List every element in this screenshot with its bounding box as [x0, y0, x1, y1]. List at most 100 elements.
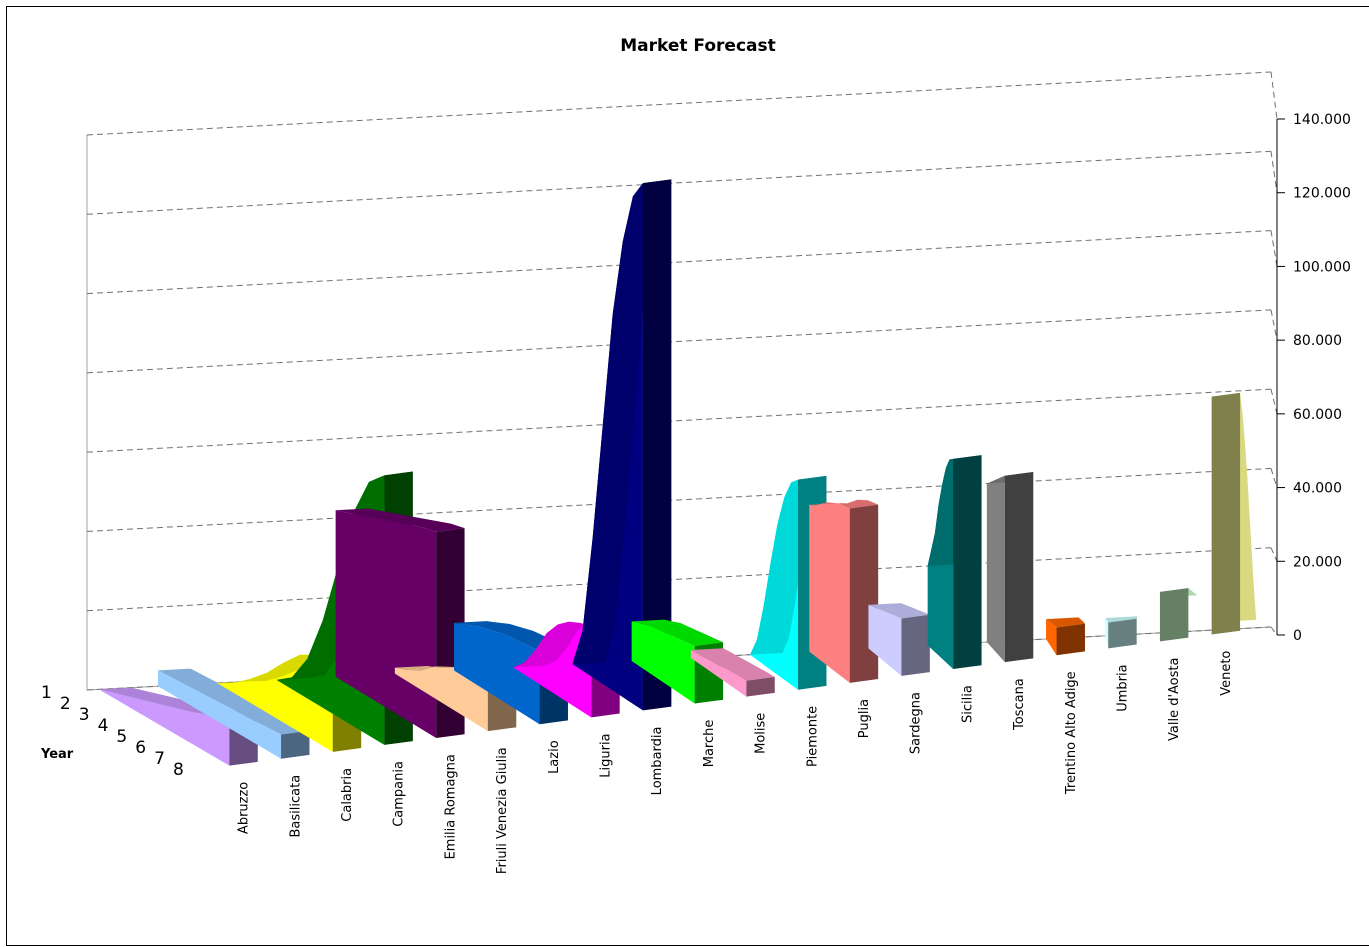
year-tick-label: 1 [41, 683, 52, 703]
series-front [1056, 623, 1085, 656]
year-tick-label: 8 [173, 760, 184, 780]
series-top [335, 508, 465, 532]
series-side [690, 649, 747, 697]
series-group [98, 179, 1257, 766]
gridline-back [86, 71, 1272, 136]
chart-canvas: Market Forecast 0 20.000 40.000 60.000 80.00… [40, 36, 1351, 875]
series-side [513, 621, 592, 718]
gridline-back [86, 388, 1272, 453]
back-wall-edge [86, 135, 1272, 691]
series-top [631, 619, 724, 647]
y-tick-label: 100.000 [1293, 259, 1351, 275]
category-label: Sicilia [960, 685, 975, 723]
year-tick-label: 6 [135, 738, 146, 758]
series-side [631, 621, 695, 704]
series-umbria [1105, 616, 1138, 649]
series-top [868, 603, 930, 619]
category-label: Friuli Venezia Giulia [495, 747, 510, 874]
series-front [901, 614, 930, 676]
series-veneto [1211, 392, 1257, 635]
gridline-back [86, 150, 1272, 215]
series-top [1105, 616, 1138, 623]
series-side [809, 502, 850, 683]
series-side [1105, 617, 1109, 649]
gridlines [86, 71, 1278, 691]
series-lombardia [572, 179, 672, 711]
y-axis: 0 20.000 40.000 60.000 80.000 100.000 120.000 1… [1276, 112, 1351, 644]
gridline-side [1270, 547, 1278, 562]
category-label: Piemonte [805, 706, 820, 767]
category-label: Lombardia [650, 727, 665, 796]
category-label: Umbria [1115, 664, 1130, 711]
series-top [513, 618, 620, 668]
chart-title: Market Forecast [620, 36, 776, 56]
series-top [158, 668, 310, 735]
series-side [868, 604, 902, 676]
gridline-back [86, 467, 1272, 532]
series-side [394, 666, 488, 732]
series-front [953, 455, 982, 670]
series-top [217, 651, 362, 684]
y-tick-label: 40.000 [1293, 481, 1342, 497]
y-tick-label: 120.000 [1293, 186, 1351, 202]
series-side [98, 689, 230, 766]
series-front [1108, 618, 1137, 649]
gridline-side [1270, 309, 1278, 341]
series-sicilia [927, 455, 982, 670]
series-toscana [986, 472, 1034, 663]
chart-frame: Market Forecast 0 20.000 40.000 60.000 80.00… [6, 6, 1369, 946]
category-label: Calabria [340, 768, 355, 822]
year-tick-label: 3 [79, 705, 90, 725]
x-axis-categories: Abruzzo Basilicata Calabria Campania Emilia … [237, 651, 1234, 875]
series-trentino-alto-adige [1046, 617, 1085, 656]
category-label: Valle d'Aosta [1167, 658, 1182, 741]
category-label: Emilia Romagna [443, 754, 458, 859]
category-label: Toscana [1012, 678, 1027, 731]
y-tick-label: 0 [1293, 628, 1302, 644]
series-side [158, 670, 282, 759]
category-label: Abruzzo [237, 782, 252, 834]
category-label: Lazio [547, 740, 562, 774]
series-side [986, 475, 1005, 663]
y-tick-label: 60.000 [1293, 407, 1342, 423]
y-tick-label: 80.000 [1293, 333, 1342, 349]
year-tick-label: 5 [116, 727, 127, 747]
gridline-side [1270, 151, 1278, 193]
category-label: Marche [702, 720, 717, 768]
year-tick-label: 4 [98, 716, 109, 736]
series-front [849, 504, 879, 683]
category-label: Trentino Alto Adige [1064, 671, 1079, 795]
gridline-back [86, 547, 1272, 612]
gridline-back [86, 230, 1272, 295]
gridline-side [1270, 626, 1278, 636]
series-front [746, 676, 775, 697]
category-label: Molise [754, 713, 769, 754]
gridline-side [1270, 468, 1278, 488]
series-front [642, 179, 672, 711]
z-axis-title: Year [40, 747, 74, 762]
year-tick-label: 7 [154, 749, 165, 769]
gridline-side [1270, 230, 1278, 267]
series-front [1004, 472, 1034, 663]
series-top [809, 499, 879, 509]
gridline-side [1270, 389, 1278, 414]
category-label: Liguria [598, 733, 613, 777]
series-front [281, 730, 310, 759]
series-front [1211, 392, 1241, 635]
series-top [690, 648, 775, 681]
year-tick-label: 2 [60, 694, 71, 714]
series-puglia [809, 499, 879, 683]
series-side [1046, 619, 1057, 656]
category-label: Campania [392, 761, 407, 827]
series-top [454, 621, 568, 651]
series-top [1046, 617, 1085, 628]
series-top [572, 179, 672, 665]
y-tick-label: 140.000 [1293, 112, 1351, 128]
category-label: Puglia [857, 699, 872, 738]
series-sardegna [868, 603, 930, 676]
category-label: Sardegna [909, 692, 924, 754]
gridline-back [86, 309, 1272, 374]
y-tick-label: 20.000 [1293, 554, 1342, 570]
category-label: Basilicata [288, 775, 303, 838]
